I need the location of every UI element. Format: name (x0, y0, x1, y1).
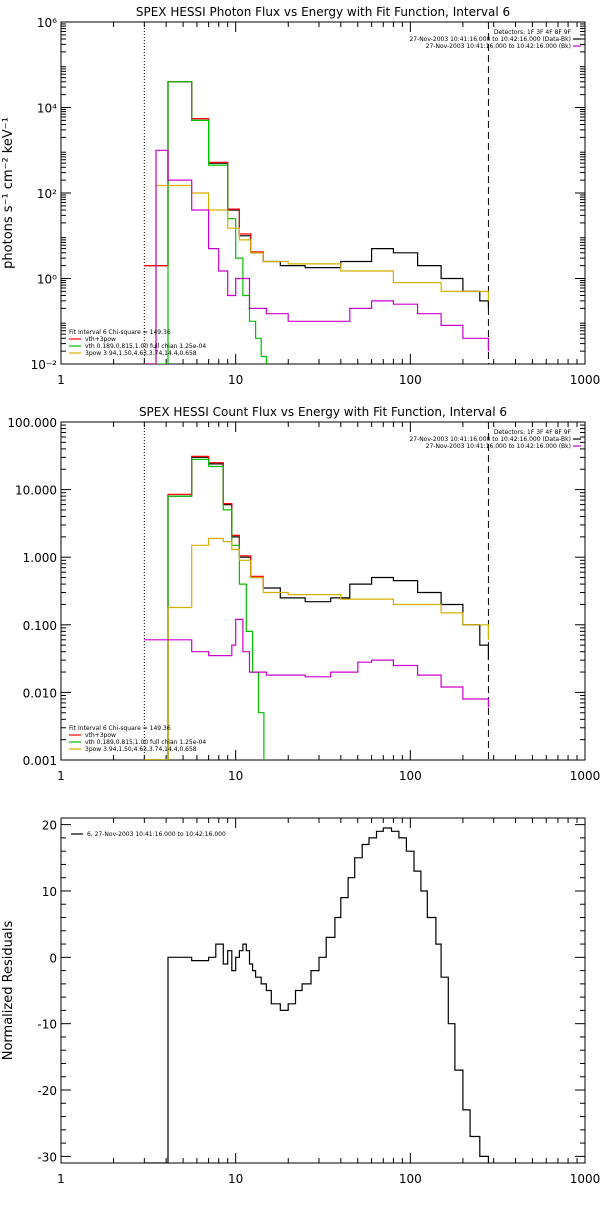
chart-panel-3: 1 10 100 1000 -30 -20 -10 0 10 20 Normalized Resid… (1, 817, 600, 1186)
series-model-thermal (144, 81, 267, 364)
x-tick-label: 100 (399, 373, 422, 387)
series-group (144, 455, 489, 760)
x-tick-label: 1 (57, 373, 65, 387)
y-tick-label: 1.000 (23, 551, 57, 565)
x-tick-label: 10 (228, 769, 243, 783)
legend-bottom-left-item: 3pow 3.94,1.50,4.63,3.74,14.4,0.658 (85, 746, 197, 753)
y-tick-label: 10.000 (15, 484, 57, 498)
series-group (144, 81, 489, 364)
legend-bottom-left-item: vth+3pow (85, 732, 116, 739)
y-tick-label: 10² (37, 187, 57, 201)
legend-bottom-left-item: vth 0.189,0.815,1.00 full chian 1.25e-04 (85, 739, 206, 746)
legend-bottom-left-item: vth 0.189,0.815,1.00 full chian 1.25e-04 (85, 343, 206, 350)
plot-frame (60, 421, 586, 761)
series-model-total (144, 455, 264, 760)
series-model-total (144, 81, 264, 267)
y-tick-label: 10⁴ (37, 102, 57, 116)
chart-panel-2: SPEX HESSI Count Flux vs Energy with Fit… (7, 405, 600, 783)
y-tick-label: 10⁰ (37, 273, 57, 287)
x-tick-label: 1000 (570, 769, 600, 783)
y-tick-label: 0.001 (23, 754, 57, 768)
y-axis-label: photons s⁻¹ cm⁻² keV⁻¹ (1, 117, 16, 269)
series-model-powerlaw (144, 184, 489, 364)
y-tick-label: -30 (37, 1150, 57, 1164)
legend-top-right-item: 27-Nov-2003 10:41:16.000 to 10:42:16.000… (426, 43, 571, 50)
legend-bottom-left-header: Fit Interval 6 Chi-square = 149.36 (69, 725, 171, 732)
x-tick-label: 10 (228, 373, 243, 387)
chart-title: SPEX HESSI Photon Flux vs Energy with Fi… (136, 5, 510, 19)
legend-top-right-item: Detectors: 1F 3F 4F 8F 9F (494, 29, 572, 36)
chart-title: SPEX HESSI Count Flux vs Energy with Fit… (139, 405, 507, 419)
y-tick-label: 10⁶ (37, 16, 57, 30)
y-tick-label: 20 (42, 819, 57, 833)
x-tick-label: 1 (57, 769, 65, 783)
y-tick-label: 100.000 (7, 416, 57, 430)
y-tick-label: -10 (37, 1018, 57, 1032)
series-model-powerlaw (144, 537, 489, 760)
x-tick-label: 1 (57, 1172, 65, 1186)
y-tick-label: 10 (42, 885, 57, 899)
legend-top-right-item: 27-Nov-2003 10:41:16.000 to 10:42:16.000… (426, 443, 571, 450)
x-tick-label: 100 (399, 1172, 422, 1186)
legend-item: 6, 27-Nov-2003 10:41:16.000 to 10:42:16.… (87, 831, 226, 838)
y-tick-label: 0.010 (23, 686, 57, 700)
y-tick-label: 10⁻² (31, 358, 58, 372)
series-group (144, 827, 489, 1163)
y-tick-label: 0 (49, 951, 57, 965)
series-data-bk (144, 456, 489, 760)
legend-top-right-item: 27-Nov-2003 10:41:16.000 to 10:42:16.000… (409, 36, 571, 43)
legend-top-right-item: Detectors: 1F 3F 4F 8F 9F (494, 429, 572, 436)
series-background (144, 618, 489, 708)
series-residuals (144, 827, 489, 1163)
y-tick-label: 0.100 (23, 619, 57, 633)
plot-frame (60, 817, 586, 1164)
y-axis-label: Normalized Residuals (1, 921, 16, 1061)
series-data-bk (144, 81, 489, 309)
plot-frame (60, 21, 586, 365)
legend-top-right-item: 27-Nov-2003 10:41:16.000 to 10:42:16.000… (409, 436, 571, 443)
legend-bottom-left-item: vth+3pow (85, 336, 116, 343)
series-background (144, 149, 489, 364)
legend-bottom-left-item: 3pow 3.94,1.50,4.63,3.74,14.4,0.658 (85, 350, 197, 357)
x-tick-label: 1000 (570, 1172, 600, 1186)
chart-panel-1: SPEX HESSI Photon Flux vs Energy with Fi… (1, 5, 600, 387)
series-model-thermal (144, 458, 265, 760)
legend-bottom-left-header: Fit Interval 6 Chi-square = 149.36 (69, 329, 171, 336)
x-tick-label: 10 (228, 1172, 243, 1186)
x-tick-label: 100 (399, 769, 422, 783)
x-tick-label: 1000 (570, 373, 600, 387)
y-tick-label: -20 (37, 1084, 57, 1098)
